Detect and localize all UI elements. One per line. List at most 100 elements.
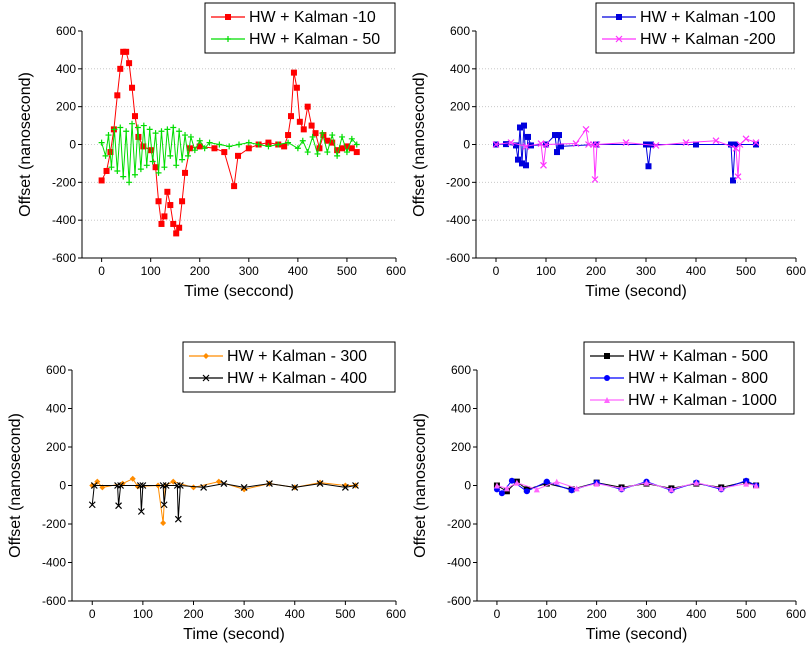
data-point: [162, 482, 170, 489]
data-point: [522, 142, 530, 150]
x-tick-label: 100: [133, 607, 153, 621]
data-point: [508, 477, 515, 484]
x-tick-label: 300: [636, 607, 656, 621]
y-tick-label: -600: [446, 251, 470, 265]
data-point: [308, 122, 315, 129]
data-point: [343, 143, 350, 150]
legend-swatch-marker: [616, 14, 622, 20]
y-tick-label: 200: [56, 100, 76, 114]
data-point: [131, 113, 138, 120]
x-tick-label: 400: [686, 264, 706, 278]
data-point: [123, 128, 130, 135]
x-tick-label: 0: [98, 264, 105, 278]
x-tick-label: 500: [337, 264, 357, 278]
data-point: [134, 124, 141, 131]
data-point: [173, 482, 181, 489]
data-point: [294, 145, 301, 152]
data-point: [117, 482, 125, 489]
legend: HW + Kalman - 300 HW + Kalman - 400: [182, 341, 396, 393]
data-point: [149, 158, 156, 165]
data-point: [190, 484, 197, 491]
legend-box: [595, 2, 795, 54]
data-point: [155, 198, 162, 205]
y-tick-label: -600: [42, 594, 66, 608]
x-tick-label: 400: [288, 264, 308, 278]
data-point: [117, 124, 124, 131]
series-line: [496, 481, 757, 490]
data-point: [693, 479, 700, 486]
data-point: [593, 141, 601, 148]
data-point: [339, 145, 346, 152]
data-point: [114, 167, 121, 174]
y-tick-label: 400: [46, 402, 66, 416]
data-point: [316, 145, 323, 152]
data-point: [281, 143, 288, 150]
x-tick-label: 0: [493, 264, 500, 278]
data-point: [147, 147, 154, 154]
data-point: [140, 122, 147, 129]
legend-swatch-marker: [604, 375, 610, 381]
data-point: [552, 132, 558, 139]
x-tick-label: 500: [736, 607, 756, 621]
data-point: [220, 480, 228, 487]
x-tick-label: 600: [786, 264, 806, 278]
data-point: [114, 92, 121, 99]
data-point: [493, 482, 500, 489]
data-point: [591, 176, 599, 183]
data-point: [255, 141, 262, 148]
data-point: [542, 141, 550, 148]
data-point: [179, 156, 186, 163]
x-axis-title: Time (second): [586, 626, 688, 643]
data-point: [164, 188, 171, 195]
data-point: [553, 478, 560, 485]
y-tick-label: -400: [52, 213, 76, 227]
data-point: [98, 177, 105, 184]
data-point: [304, 103, 311, 110]
series-2: [98, 120, 360, 186]
x-tick-label: 100: [537, 607, 557, 621]
data-point: [196, 143, 203, 150]
data-point: [201, 145, 208, 152]
data-point: [129, 475, 136, 482]
data-point: [176, 482, 184, 489]
data-point: [126, 60, 133, 67]
data-point: [329, 132, 336, 139]
data-point: [170, 220, 177, 227]
y-tick-label: 600: [46, 363, 66, 377]
data-point: [503, 485, 510, 492]
data-point: [652, 142, 660, 149]
data-point: [120, 173, 127, 180]
data-point: [265, 139, 272, 146]
data-point: [513, 479, 520, 486]
data-point: [290, 69, 297, 76]
x-tick-label: 200: [183, 607, 203, 621]
data-point: [573, 485, 580, 492]
data-point: [324, 137, 331, 144]
data-point: [176, 224, 183, 231]
data-point: [730, 177, 736, 184]
x-tick-label: 200: [190, 264, 210, 278]
legend-label: HW + Kalman - 800: [628, 370, 768, 387]
y-tick-label: -600: [52, 251, 76, 265]
data-point: [728, 141, 734, 148]
data-point: [221, 149, 228, 156]
series-line: [495, 125, 756, 181]
data-point: [348, 145, 355, 152]
data-point: [241, 486, 248, 493]
y-tick-label: -200: [446, 175, 470, 189]
data-point: [742, 135, 750, 143]
data-point: [184, 152, 191, 159]
data-point: [191, 147, 198, 154]
data-point: [115, 502, 122, 510]
data-point: [288, 113, 295, 120]
data-point: [211, 145, 218, 152]
data-point: [682, 139, 690, 147]
data-point: [160, 501, 168, 509]
data-point: [108, 164, 115, 171]
data-point: [525, 133, 531, 140]
data-point: [645, 163, 652, 170]
data-point: [139, 482, 147, 489]
data-point: [88, 501, 96, 509]
data-point: [329, 139, 336, 146]
legend: HW + Kalman -100 HW + Kalman -200: [595, 2, 795, 54]
